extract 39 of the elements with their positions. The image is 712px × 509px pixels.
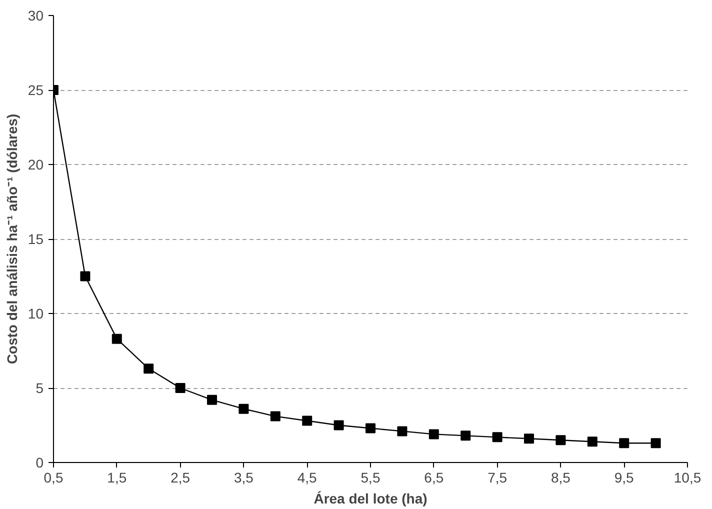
point [80,271,90,282]
x-tick-label: 1,5 [107,470,127,486]
y-axis-title: Costo del análisis ha⁻¹ año⁻¹ (dólares) [4,114,20,364]
x-tick-label: 2,5 [170,470,190,486]
point [619,438,630,448]
x-tick-label: 0,5 [44,470,64,486]
point [238,404,249,414]
x-tick-label: 6,5 [424,470,444,486]
y-tick-label: 5 [36,380,44,396]
point [428,429,439,440]
point [587,436,598,447]
y-tick-label: 25 [28,82,44,98]
point [492,432,502,442]
point [302,416,312,426]
x-tick-label: 9,5 [614,470,634,486]
x-tick-label: 3,5 [234,470,254,486]
x-tick-label: 4,5 [297,470,318,486]
point [270,411,280,422]
point [366,423,376,434]
point [524,434,534,444]
point [175,383,186,393]
point [334,420,344,430]
y-tick-label: 30 [28,8,44,24]
x-tick-label: 8,5 [550,470,571,486]
point [207,394,217,405]
x-tick-label: 10,5 [674,470,702,486]
x-tick-label: 5,5 [360,470,380,486]
y-tick-label: 10 [28,306,44,322]
y-tick-label: 15 [28,231,44,247]
y-tick-label: 0 [36,454,44,470]
x-tick-label: 7,5 [488,470,508,486]
point [460,430,471,441]
point [650,438,661,448]
point [556,435,566,446]
point [397,426,408,436]
point [144,364,154,374]
point [112,334,122,344]
x-axis-title: Área del lote (ha) [314,490,428,506]
y-tick-label: 20 [28,156,44,172]
